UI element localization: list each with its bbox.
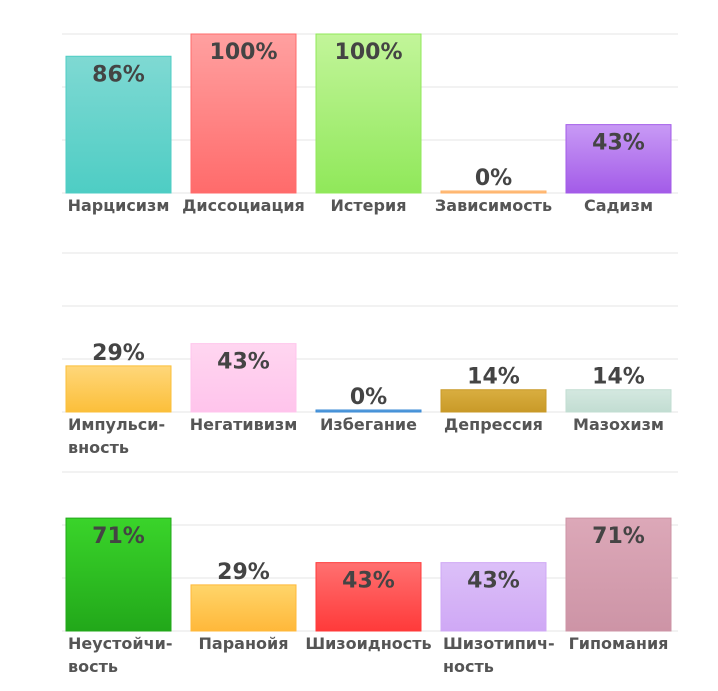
category-label: Мазохизм bbox=[573, 415, 664, 434]
bar-3-1 bbox=[65, 517, 172, 632]
bar-2-5 bbox=[565, 389, 672, 413]
category-label: Паранойя bbox=[199, 634, 289, 653]
bar-3-2 bbox=[190, 584, 297, 632]
data-label: 0% bbox=[475, 166, 512, 191]
category-label: Негативизм bbox=[190, 415, 298, 434]
bar-1-4 bbox=[440, 190, 547, 194]
data-label: 0% bbox=[350, 385, 387, 410]
bar-2-4 bbox=[440, 389, 547, 413]
category-label: Нарцисизм bbox=[68, 196, 170, 215]
data-label: 43% bbox=[592, 131, 645, 156]
category-label: ность bbox=[443, 657, 494, 676]
category-label: вость bbox=[68, 657, 118, 676]
bar-1-2 bbox=[190, 33, 297, 194]
data-label: 71% bbox=[592, 524, 645, 549]
data-label: 86% bbox=[92, 62, 145, 87]
data-label: 71% bbox=[92, 524, 145, 549]
bar-2-1 bbox=[65, 365, 172, 413]
bar-1-3 bbox=[315, 33, 422, 194]
category-label: Истерия bbox=[331, 196, 407, 215]
chart-panel-1: 86% Нарцисизм 100% Диссоциация 100% Истерия 0%… bbox=[62, 33, 678, 215]
bar-2-3 bbox=[315, 409, 422, 413]
data-label: 100% bbox=[210, 40, 278, 65]
chart-panel-2: 29% Импульси-вность 43% Негативизм 0% Избеган… bbox=[62, 252, 678, 457]
category-label: Депрессия bbox=[444, 415, 543, 434]
data-label: 100% bbox=[335, 40, 403, 65]
category-label: Неустойчи- bbox=[68, 634, 172, 653]
bar-1-5 bbox=[565, 124, 672, 194]
category-label: Импульси- bbox=[68, 415, 165, 434]
bar-1-1 bbox=[65, 55, 172, 194]
data-label: 29% bbox=[217, 560, 270, 585]
data-label: 43% bbox=[217, 350, 270, 375]
category-label: Шизотипич- bbox=[443, 634, 555, 653]
category-label: Садизм bbox=[584, 196, 653, 215]
category-label: Шизоидность bbox=[305, 634, 431, 653]
category-label: вность bbox=[68, 438, 129, 457]
category-label: Избегание bbox=[320, 415, 417, 434]
bar-3-3 bbox=[315, 562, 422, 632]
data-label: 43% bbox=[467, 569, 520, 594]
bar-2-2 bbox=[190, 343, 297, 413]
bar-3-5 bbox=[565, 517, 672, 632]
data-label: 14% bbox=[467, 365, 520, 390]
category-label: Гипомания bbox=[569, 634, 669, 653]
bar-3-4 bbox=[440, 562, 547, 632]
data-label: 43% bbox=[342, 569, 395, 594]
data-label: 29% bbox=[92, 341, 145, 366]
category-label: Зависимость bbox=[435, 196, 552, 215]
data-label: 14% bbox=[592, 365, 645, 390]
category-label: Диссоциация bbox=[182, 196, 305, 215]
chart-panel-3: 71% Неустойчи-вость 29% Паранойя 43% Шизоидно… bbox=[62, 471, 678, 676]
